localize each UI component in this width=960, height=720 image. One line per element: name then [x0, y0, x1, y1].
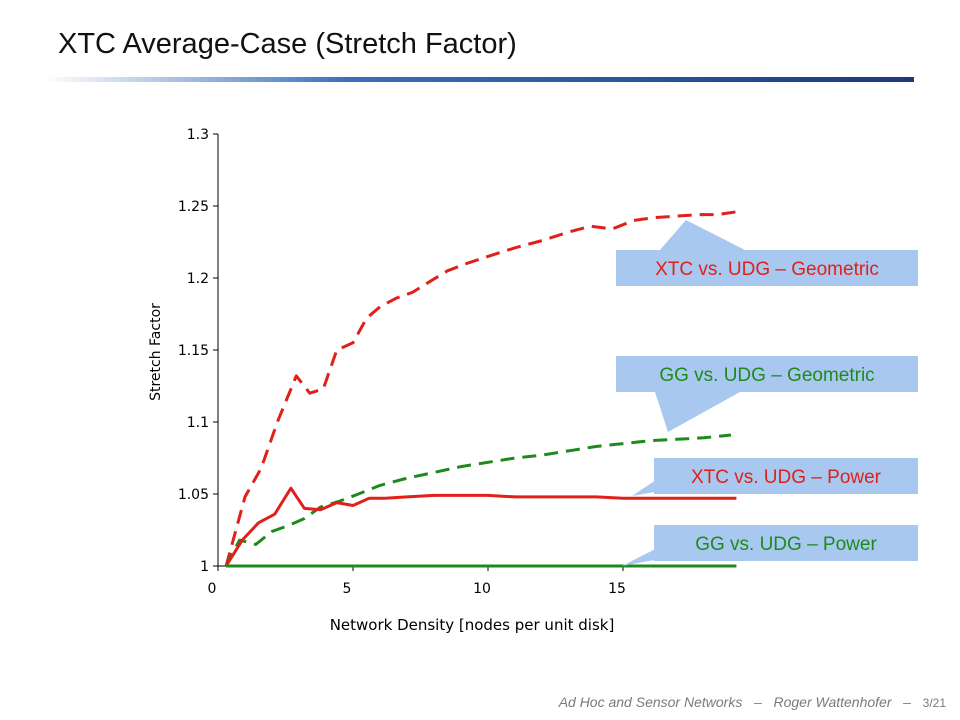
callout-layer: XTC vs. UDG – Geometric GG vs. UDG – Geom…	[616, 220, 918, 566]
callout-label: GG vs. UDG – Geometric	[659, 365, 874, 386]
callout-xtc-geometric: XTC vs. UDG – Geometric	[616, 220, 918, 286]
series-layer	[224, 210, 737, 568]
callout-xtc-power: XTC vs. UDG – Power	[632, 458, 918, 496]
y-tick-label: 1.05	[178, 487, 209, 503]
gg-geometric-line	[224, 433, 732, 567]
callout-pointer	[655, 392, 740, 432]
y-tick-label: 1.15	[178, 343, 209, 359]
footer-page-number: 3/21	[922, 696, 946, 710]
x-tick-label: 15	[608, 581, 626, 597]
footer-separator-2: –	[903, 694, 911, 710]
y-tick-label: 1.3	[187, 127, 209, 143]
y-axis-label: Stretch Factor	[148, 303, 164, 401]
callout-box	[616, 250, 918, 286]
footer-separator-1: –	[754, 694, 762, 710]
footer: Ad Hoc and Sensor Networks – Roger Watte…	[559, 694, 946, 710]
x-axis-label: Network Density [nodes per unit disk]	[330, 616, 615, 634]
callout-box	[616, 356, 918, 392]
title-rule	[44, 77, 914, 82]
callout-gg-power: GG vs. UDG – Power	[622, 525, 918, 566]
footer-author: Roger Wattenhofer	[773, 694, 892, 710]
callout-box	[654, 525, 918, 561]
y-tick-label: 1	[200, 559, 209, 575]
callout-pointer	[660, 220, 745, 250]
callout-label: XTC vs. UDG – Geometric	[655, 259, 879, 280]
callout-box	[654, 458, 918, 494]
footer-course: Ad Hoc and Sensor Networks	[558, 694, 743, 710]
y-tick-label: 1.25	[178, 199, 209, 215]
xtc-power-line	[224, 486, 737, 567]
slide-title: XTC Average-Case (Stretch Factor)	[58, 28, 517, 60]
xtc-geometric-line	[224, 210, 737, 567]
x-tick-label: 10	[473, 581, 491, 597]
y-tick-label: 1.1	[187, 415, 209, 431]
x-tick-label: 5	[343, 581, 352, 597]
callout-gg-geometric: GG vs. UDG – Geometric	[616, 356, 918, 432]
y-tick-label: 1.2	[187, 271, 209, 287]
callout-label: GG vs. UDG – Power	[695, 534, 877, 555]
callout-label: XTC vs. UDG – Power	[691, 467, 882, 488]
x-tick-label: 0	[208, 581, 217, 597]
